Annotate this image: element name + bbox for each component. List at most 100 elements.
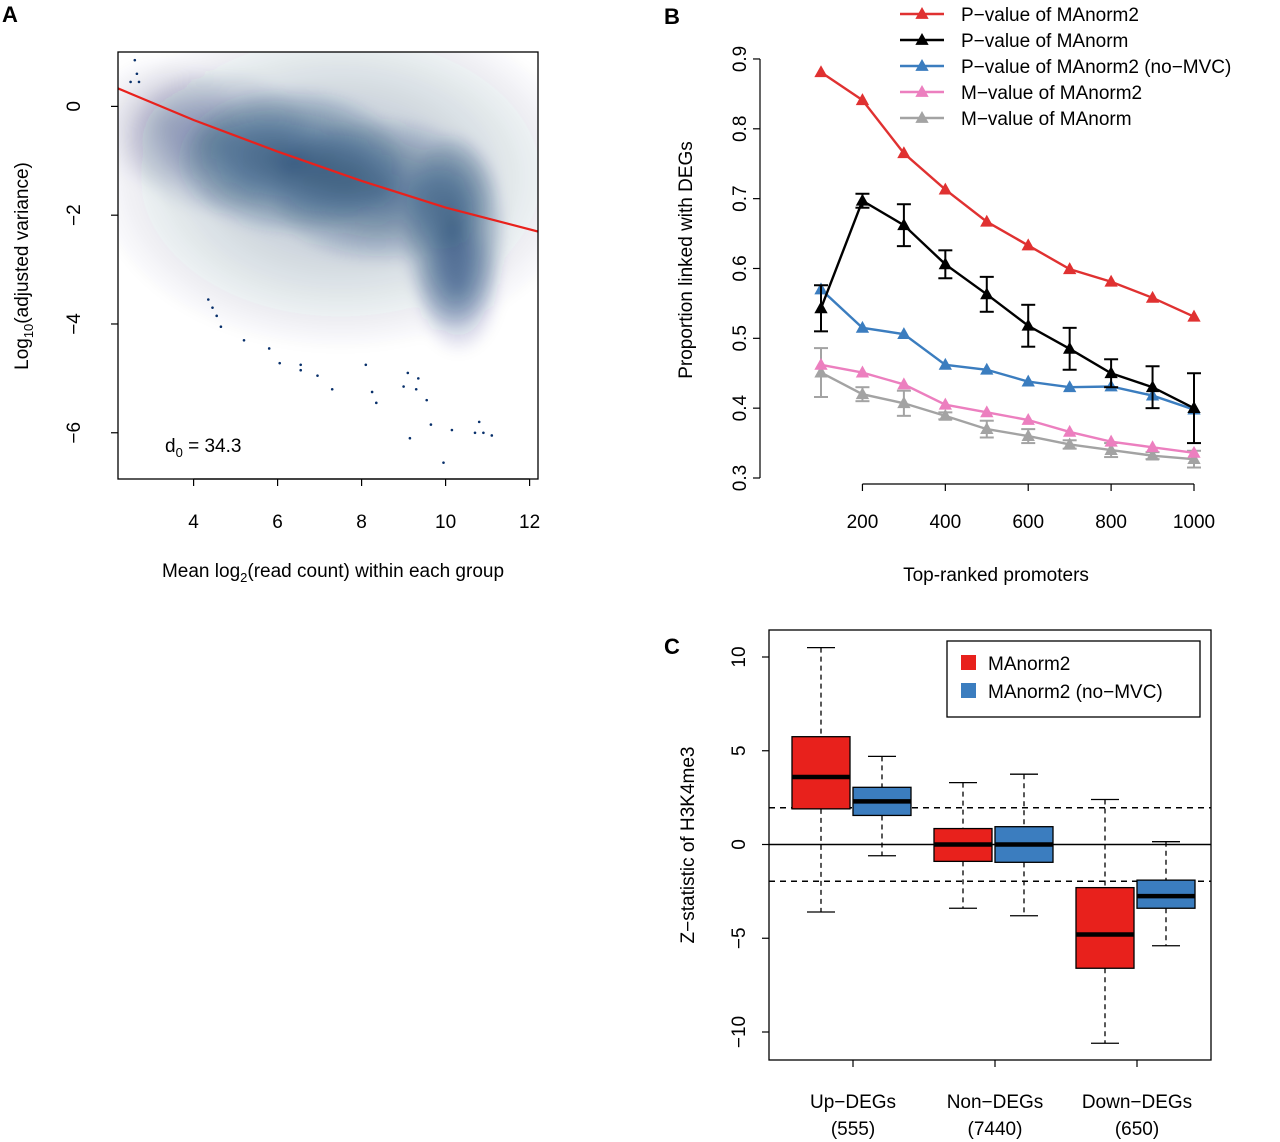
data-point-b-4-3 — [938, 408, 952, 421]
data-point-b-3-9 — [1187, 445, 1201, 458]
x-tick-label-a-6: 6 — [272, 512, 283, 533]
data-point-b-0-0 — [814, 65, 828, 78]
x-tick-label-b-1000: 1000 — [1173, 512, 1215, 533]
series-b-4 — [814, 347, 1201, 469]
outlier-point-20 — [414, 387, 418, 391]
data-point-b-1-9 — [1187, 401, 1201, 414]
fit-curve — [118, 87, 538, 233]
series-line-b-0 — [820, 71, 1195, 318]
box-0-1 — [933, 781, 993, 909]
panel-c-box-plot: 10 5 0 −5 −10 Up−DEGs (555) Non−DEGs (7440) Down−… — [678, 629, 1212, 1140]
outlier-point-8 — [242, 338, 246, 342]
legend-c-swatch-0 — [961, 655, 976, 670]
x-tick-label-a-4: 4 — [188, 512, 199, 533]
data-point-b-3-5 — [1021, 413, 1035, 425]
data-point-b-1-6 — [1063, 341, 1077, 354]
x-tick-label-a-10: 10 — [435, 512, 456, 533]
y-axis-label-a: Log10(adjusted variance) — [12, 162, 36, 370]
legend-c-label-1: MAnorm2 (no−MVC) — [988, 682, 1163, 703]
outlier-point-29 — [490, 434, 494, 437]
density-blob-3-layer-1 — [454, 280, 462, 292]
y-tick-label-c--10: −10 — [729, 1016, 750, 1048]
category-label-1: Non−DEGs — [947, 1092, 1044, 1113]
panel-letter-c: C — [664, 634, 680, 659]
legend-c-box — [946, 640, 1201, 718]
box-1-2 — [1136, 841, 1196, 947]
outlier-point-22 — [425, 398, 429, 402]
legend-b-marker-0 — [915, 7, 929, 19]
outlier-point-24 — [408, 436, 412, 440]
box-0-2 — [1075, 798, 1135, 1044]
series-line-b-2 — [820, 288, 1195, 411]
outlier-point-1 — [135, 72, 139, 76]
data-point-b-1-4 — [980, 287, 994, 300]
data-point-b-1-7 — [1104, 366, 1118, 379]
series-b-1 — [814, 192, 1201, 445]
y-axis-label-b: Proportion linked with DEGs — [676, 141, 697, 379]
outlier-point-0 — [133, 58, 137, 62]
legend-b-marker-1 — [915, 33, 929, 45]
category-count-0: (555) — [831, 1119, 875, 1140]
data-point-b-2-1 — [855, 320, 870, 333]
outlier-point-18 — [402, 385, 405, 388]
legend-b-label-0: P−value of MAnorm2 — [961, 5, 1139, 26]
x-tick-label-b-400: 400 — [929, 512, 961, 533]
data-point-b-3-3 — [938, 397, 952, 410]
data-point-b-3-6 — [1063, 424, 1077, 437]
data-point-b-4-6 — [1063, 437, 1077, 450]
plot-frame-a — [117, 51, 539, 480]
box-1-0 — [852, 755, 912, 857]
outlier-point-30 — [442, 461, 445, 464]
category-count-1: (7440) — [968, 1119, 1023, 1140]
outlier-point-17 — [375, 401, 378, 405]
category-label-0: Up−DEGs — [810, 1092, 896, 1113]
outlier-point-9 — [267, 347, 271, 350]
data-point-b-1-3 — [938, 257, 952, 270]
data-point-b-0-7 — [1104, 274, 1118, 287]
y-tick-label-b-0.7: 0.7 — [730, 185, 751, 211]
y-tick-label-a--4: −4 — [64, 313, 85, 335]
data-point-b-0-9 — [1187, 309, 1201, 322]
series-b-2 — [814, 282, 1201, 415]
x-tick-label-a-8: 8 — [356, 512, 367, 533]
y-tick-label-b-0.5: 0.5 — [730, 325, 751, 351]
outlier-point-19 — [406, 371, 410, 375]
outlier-point-11 — [299, 363, 303, 367]
legend-b-marker-2 — [915, 59, 929, 71]
outlier-point-28 — [482, 431, 485, 435]
box-body-0-2 — [1075, 886, 1135, 969]
y-tick-label-b-0.4: 0.4 — [730, 395, 751, 422]
outlier-point-7 — [219, 325, 223, 328]
legend-b-label-1: P−value of MAnorm — [961, 31, 1128, 52]
outlier-point-6 — [215, 314, 218, 318]
y-tick-label-a--2: −2 — [64, 204, 85, 226]
data-point-b-4-5 — [1021, 429, 1035, 441]
x-axis-label-b: Top-ranked promoters — [903, 565, 1089, 586]
legend-b-label-4: M−value of MAnorm — [961, 109, 1132, 130]
data-point-b-3-4 — [980, 405, 994, 418]
data-point-b-3-1 — [855, 365, 870, 378]
outlier-point-13 — [316, 374, 319, 377]
outlier-point-3 — [129, 80, 132, 84]
panel-letter-b: B — [664, 4, 680, 29]
data-point-b-4-9 — [1187, 452, 1201, 465]
panel-b-line-chart: 200 400 600 800 1000 0.3 0.4 0.5 0.6 0.7 0.8 0.9 P−… — [676, 5, 1231, 586]
data-point-b-0-5 — [1021, 238, 1035, 251]
x-tick-label-b-800: 800 — [1095, 512, 1127, 533]
y-tick-label-b-0.9: 0.9 — [730, 46, 751, 72]
legend-c: MAnorm2 MAnorm2 (no−MVC) — [946, 640, 1201, 718]
series-line-b-3 — [820, 363, 1195, 455]
data-point-b-4-0 — [814, 365, 828, 378]
density-blob-5-layer-1 — [321, 163, 361, 191]
data-point-b-2-2 — [897, 327, 911, 340]
data-point-b-4-4 — [980, 422, 994, 435]
x-tick-label-b-600: 600 — [1012, 512, 1044, 533]
series-line-b-1 — [819, 198, 1195, 410]
data-point-b-1-1 — [855, 193, 870, 206]
data-point-b-1-8 — [1145, 380, 1160, 393]
density-blob-1-layer-1 — [373, 184, 392, 197]
legend-c-swatch-1 — [961, 683, 976, 698]
box-0-0 — [791, 646, 851, 913]
x-axis-label-a: Mean log2(read count) within each group — [162, 561, 504, 585]
